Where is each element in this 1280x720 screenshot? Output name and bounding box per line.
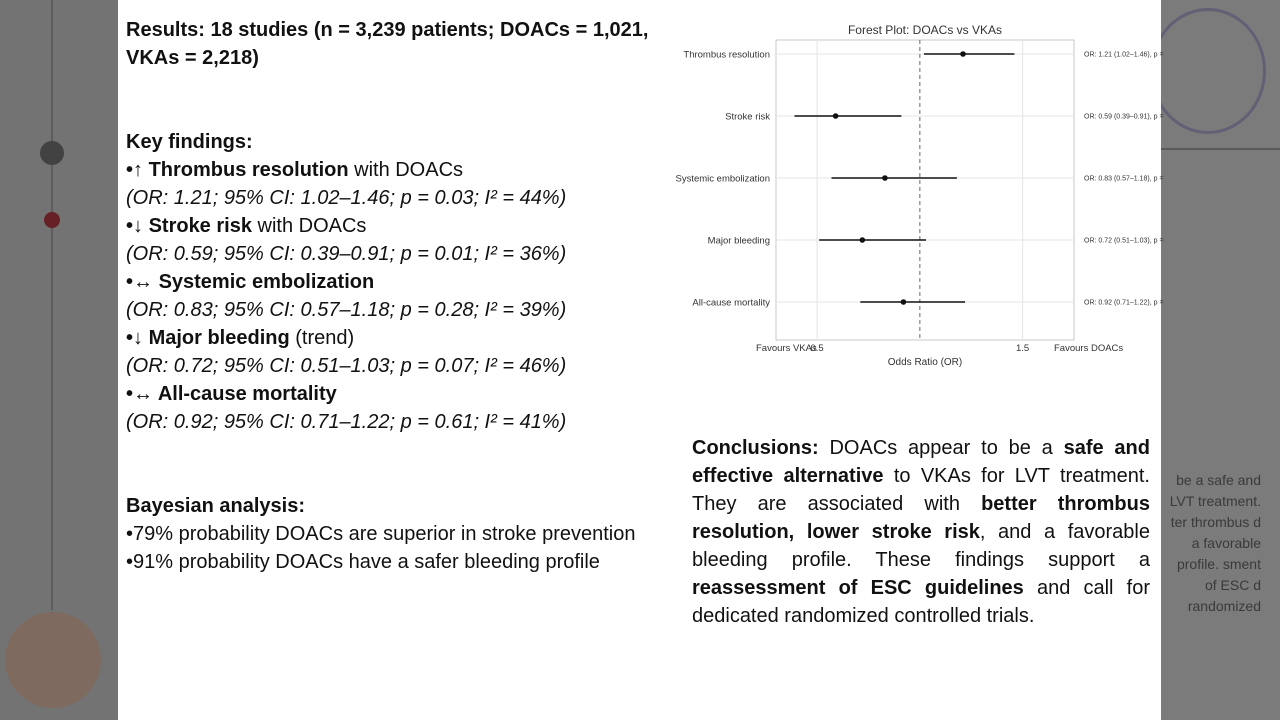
x-axis-label: Odds Ratio (OR) [888,357,962,368]
poster-panel: Results: 18 studies (n = 3,239 patients;… [118,0,1164,720]
results-heading: Results: 18 studies (n = 3,239 patients;… [126,19,649,69]
finding-stats: (OR: 0.59; 95% CI: 0.39–0.91; p = 0.01; … [126,243,567,265]
finding-item: •↑ Thrombus resolution with DOACs [126,159,464,181]
or-point [832,113,839,119]
finding-item: •↔ Systemic embolization [126,271,375,293]
finding-stats: (OR: 0.83; 95% CI: 0.57–1.18; p = 0.28; … [126,299,567,321]
or-point [859,237,866,243]
or-point [900,299,907,305]
finding-list: •↑ Thrombus resolution with DOACs (OR: 1… [126,156,676,436]
row-annotation: OR: 1.21 (1.02–1.46), p = 0.03 [1084,52,1164,59]
timeline-dot-accent [44,212,60,228]
key-findings-heading: Key findings: [126,131,253,153]
or-point [882,175,888,181]
row-label: Thrombus resolution [683,50,770,61]
decorative-planet-image [5,612,101,708]
row-label: Major bleeding [708,236,770,247]
finding-stats: (OR: 1.21; 95% CI: 1.02–1.46; p = 0.03; … [126,187,567,209]
bayesian-heading: Bayesian analysis: [126,495,305,517]
plot-frame [775,39,1075,341]
favours-left-label: Favours VKAs [756,343,817,354]
conclusions-paragraph: Conclusions: DOACs appear to be a safe a… [692,437,1150,627]
finding-stats: (OR: 0.92; 95% CI: 0.71–1.22; p = 0.61; … [126,411,567,433]
left-shade [0,0,118,720]
divider [1160,148,1280,150]
row-label: Stroke risk [725,112,770,123]
or-point [960,51,966,57]
row-annotation: OR: 0.59 (0.39–0.91), p = 0.01 [1084,114,1164,121]
university-logo [1150,8,1266,134]
finding-item: •↓ Major bleeding (trend) [126,327,355,349]
row-annotation: OR: 0.92 (0.71–1.22), p = 0.61 [1084,300,1164,307]
timeline-dot [40,141,64,165]
results-column: Results: 18 studies (n = 3,239 patients;… [126,16,676,576]
chart-title: Forest Plot: DOACs vs VKAs [848,23,1002,37]
finding-item: •↓ Stroke risk with DOACs [126,215,367,237]
finding-stats: (OR: 0.72; 95% CI: 0.51–1.03; p = 0.07; … [126,355,567,377]
forest-plot: Forest Plot: DOACs vs VKAs 0.5 1.5 Thrombus… [675,23,1164,368]
x-tick-label: 1.5 [1016,343,1029,354]
row-annotation: OR: 0.83 (0.57–1.18), p = 0.28 [1084,176,1164,183]
bayesian-item: •79% probability DOACs are superior in s… [126,523,636,545]
timeline-line [51,0,53,610]
background-conclusion-text: be a safe and LVT treatment. ter thrombu… [1169,472,1261,614]
favours-right-label: Favours DOACs [1054,343,1123,354]
row-annotation: OR: 0.72 (0.51–1.03), p = 0.07 [1084,238,1164,245]
row-label: Systemic embolization [675,174,770,185]
x-tick-label: 0.5 [810,343,823,354]
row-label: All-cause mortality [692,298,770,309]
bayesian-item: •91% probability DOACs have a safer blee… [126,551,600,573]
finding-item: •↔ All-cause mortality [126,383,337,405]
